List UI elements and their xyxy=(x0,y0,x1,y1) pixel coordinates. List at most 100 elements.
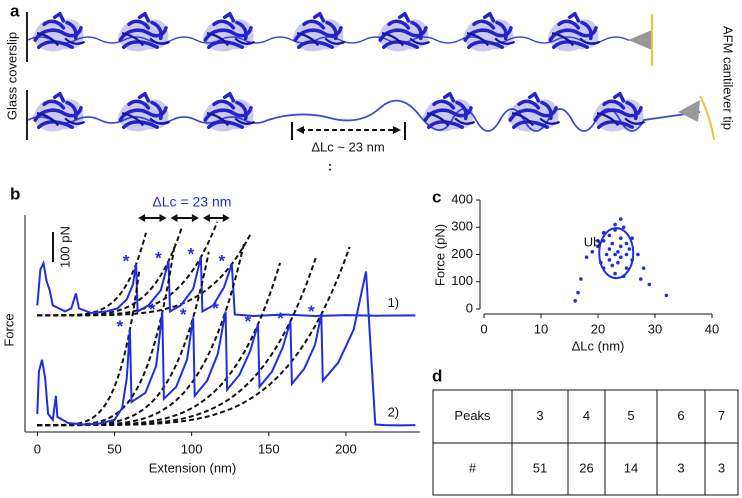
scatter-point xyxy=(619,244,623,249)
scatter-point xyxy=(619,217,623,221)
protein-domain xyxy=(590,92,647,134)
scatter-point xyxy=(619,255,623,260)
panel-label: a xyxy=(10,1,20,20)
peak-marker: * xyxy=(180,305,187,324)
cluster-label: Ub xyxy=(584,234,601,249)
x-tick-label: 150 xyxy=(258,441,280,456)
peak-marker: * xyxy=(149,300,156,319)
cluster-outline xyxy=(598,227,635,280)
scatter-point xyxy=(613,222,617,227)
y-tick-label: 300 xyxy=(451,219,473,234)
peak-marker: * xyxy=(188,245,195,264)
scatter-point xyxy=(576,290,580,295)
fit-curve xyxy=(37,221,219,317)
scatter-point xyxy=(604,252,609,257)
protein-domain xyxy=(115,92,172,134)
y-tick-label: 100 xyxy=(451,273,473,288)
y-tick-label: 400 xyxy=(451,191,473,206)
scatter-point xyxy=(579,277,583,281)
x-tick-label: 0 xyxy=(480,321,487,336)
x-axis-label: ΔLc (nm) xyxy=(572,338,625,353)
x-tick-label: 200 xyxy=(335,441,357,456)
peak-marker: * xyxy=(123,252,130,271)
x-tick-label: 40 xyxy=(705,321,719,336)
scatter-point xyxy=(613,252,617,257)
table-cell: 3 xyxy=(718,460,725,475)
scatter-point xyxy=(636,252,640,257)
scatter-point xyxy=(624,266,629,270)
scatter-point xyxy=(610,241,615,246)
scatter-point xyxy=(621,225,626,230)
protein-domain xyxy=(30,12,87,54)
arrow-head xyxy=(170,214,199,222)
x-tick-label: 50 xyxy=(107,441,121,456)
peak-marker: * xyxy=(117,317,124,336)
scatter-point xyxy=(624,252,629,257)
scatter-point xyxy=(607,247,612,251)
table-cell: # xyxy=(469,460,477,475)
scatter-point xyxy=(647,282,652,287)
protein-domain xyxy=(375,12,432,54)
ellipsis: : xyxy=(328,158,332,173)
cantilever-label: AFM cantilever tip xyxy=(721,26,736,130)
table-header-cell: Peaks xyxy=(454,408,491,423)
scatter-point xyxy=(610,263,615,268)
fit-curve xyxy=(37,241,246,427)
table-header-cell: 4 xyxy=(583,408,590,423)
scale-bar-label: 100 pN xyxy=(57,226,72,268)
peak-marker: * xyxy=(245,312,252,331)
scatter-point xyxy=(596,239,600,243)
protein-domain xyxy=(460,12,517,54)
table-header-cell: 3 xyxy=(536,408,543,423)
peak-marker: * xyxy=(155,249,162,268)
scatter-point xyxy=(573,299,577,303)
x-tick-label: 0 xyxy=(34,441,41,456)
table-header-cell: 6 xyxy=(677,408,684,423)
table-cell: 51 xyxy=(533,460,547,475)
protein-domain xyxy=(545,12,602,54)
table-header-cell: 5 xyxy=(627,408,634,423)
scatter-point xyxy=(641,266,646,270)
fit-curve xyxy=(37,257,317,427)
fit-curve xyxy=(37,232,253,317)
x-tick-label: 100 xyxy=(181,441,203,456)
panel-label: d xyxy=(432,366,442,385)
table-cell: 14 xyxy=(624,460,638,475)
coverslip-label: Glass coverslip xyxy=(4,32,19,120)
protein-domain xyxy=(290,12,347,54)
table-header-cell: 7 xyxy=(718,408,725,423)
arrow-head xyxy=(202,214,230,222)
scatter-point xyxy=(607,233,612,238)
scatter-point xyxy=(607,258,612,262)
x-axis-label: Extension (nm) xyxy=(149,460,236,475)
protein-domain xyxy=(420,92,477,134)
y-tick-label: 200 xyxy=(451,246,473,261)
scatter-point xyxy=(619,236,623,240)
protein-domain xyxy=(505,92,562,134)
force-trace xyxy=(36,256,416,318)
peak-marker: * xyxy=(218,252,225,271)
protein-domain xyxy=(115,12,172,54)
scatter-point xyxy=(624,241,629,246)
protein-domain xyxy=(200,92,257,134)
y-axis-label: Force (pN) xyxy=(432,224,447,286)
x-tick-label: 30 xyxy=(648,321,662,336)
protein-domain xyxy=(30,92,87,134)
scatter-point xyxy=(616,249,620,254)
scatter-point xyxy=(616,260,620,265)
table-cell: 26 xyxy=(579,460,593,475)
x-tick-label: 10 xyxy=(534,321,548,336)
delta-label: ΔLc ~ 23 nm xyxy=(311,139,384,154)
cantilever-tip xyxy=(678,100,700,122)
peak-marker: * xyxy=(308,302,315,321)
protein-domain xyxy=(200,12,257,54)
trace-label: 2) xyxy=(388,405,400,420)
trace-label: 1) xyxy=(388,295,400,310)
delta-annotation: ΔLc = 23 nm xyxy=(152,194,231,210)
x-tick-label: 20 xyxy=(591,321,605,336)
scatter-point xyxy=(590,249,595,254)
table-cell: 3 xyxy=(677,460,684,475)
scatter-point xyxy=(613,271,617,276)
peak-marker: * xyxy=(212,299,219,318)
